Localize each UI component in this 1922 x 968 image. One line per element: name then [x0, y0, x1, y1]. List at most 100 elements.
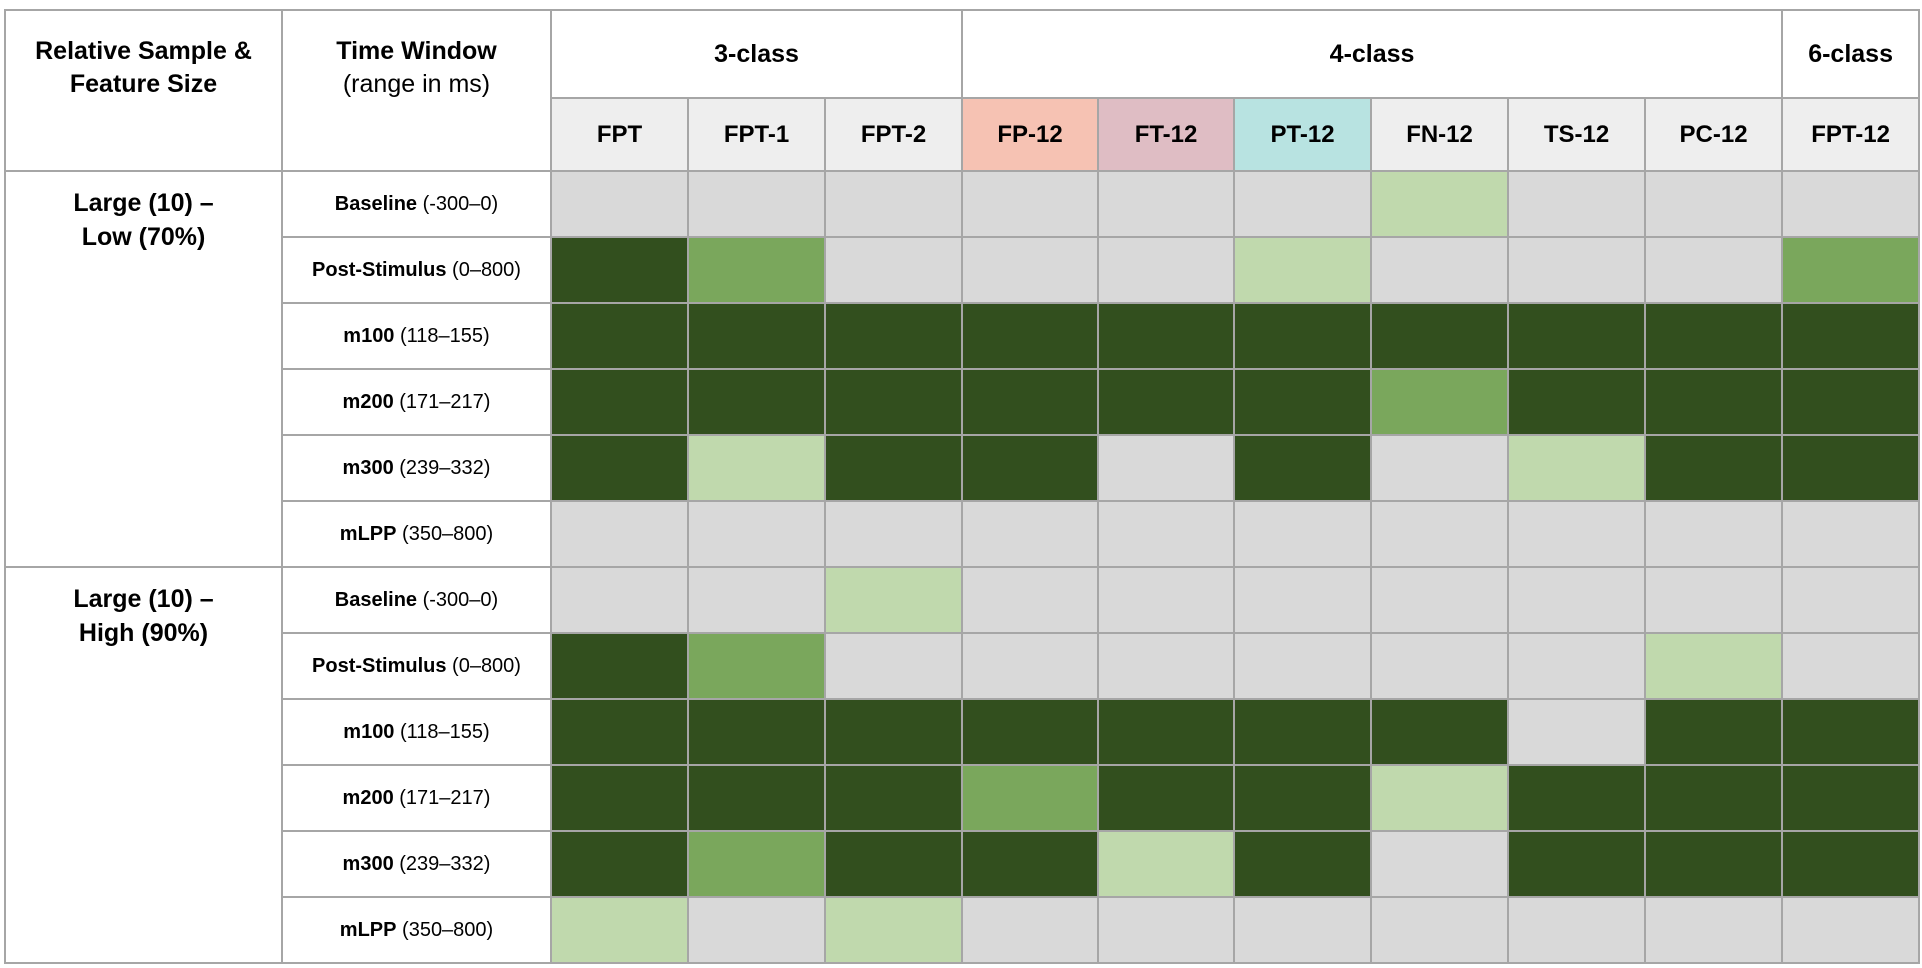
result-cell-fpt-1 [687, 170, 826, 238]
result-cell-fpt [550, 434, 689, 502]
result-cell-fn-12 [1370, 566, 1510, 634]
result-cell-ts-12 [1507, 302, 1647, 370]
result-cell-fpt-12 [1781, 896, 1921, 964]
result-cell-fn-12 [1370, 632, 1510, 700]
time-window-name: m200 [342, 786, 394, 809]
result-cell-fn-12 [1370, 830, 1510, 898]
result-cell-fp-12 [961, 368, 1100, 436]
result-cell-fpt-12 [1781, 236, 1921, 304]
section-label-line-2: Low (70%) [81, 223, 206, 251]
result-cell-fpt [550, 500, 689, 568]
group-header-4-class: 4-class [961, 9, 1784, 99]
result-cell-fpt-2 [823, 566, 964, 634]
result-cell-fpt-12 [1781, 302, 1921, 370]
result-cell-pc-12 [1644, 632, 1784, 700]
time-window-label: m100 (118–155) [281, 698, 552, 766]
result-cell-fp-12 [961, 896, 1100, 964]
result-cell-fp-12 [961, 302, 1100, 370]
result-cell-ts-12 [1507, 632, 1647, 700]
result-cell-fpt-12 [1781, 500, 1921, 568]
result-cell-fpt-12 [1781, 434, 1921, 502]
time-window-range: (239–332) [399, 456, 491, 479]
result-cell-fn-12 [1370, 764, 1510, 832]
result-cell-pc-12 [1644, 302, 1784, 370]
time-window-name: Post-Stimulus [312, 654, 447, 677]
result-cell-fpt-12 [1781, 764, 1921, 832]
time-window-header: Time Window (range in ms) [281, 9, 552, 172]
table-row: mLPP (350–800) [5, 500, 1921, 568]
result-cell-fp-12 [961, 434, 1100, 502]
group-header-3-class: 3-class [549, 9, 964, 99]
group-header-6-class: 6-class [1781, 9, 1921, 99]
column-header-fpt-1: FPT-1 [687, 97, 826, 172]
header-group-row: Relative Sample & Feature Size Time Wind… [4, 9, 1921, 172]
section-label-line-1: Large (10) – [73, 189, 214, 217]
time-window-name: mLPP [339, 918, 397, 941]
time-window-range: (-300–0) [422, 588, 499, 611]
result-cell-fpt-12 [1781, 698, 1921, 766]
table-row: Post-Stimulus (0–800) [5, 632, 1921, 700]
result-cell-fn-12 [1370, 302, 1510, 370]
result-cell-pc-12 [1644, 434, 1784, 502]
result-cell-fpt-2 [823, 236, 964, 304]
result-cell-ft-12 [1097, 698, 1236, 766]
time-window-label: m100 (118–155) [281, 302, 552, 370]
result-cell-fn-12 [1370, 368, 1510, 436]
result-cell-fpt [550, 830, 689, 898]
result-cell-fpt-2 [823, 170, 964, 238]
result-cell-fn-12 [1370, 170, 1510, 238]
result-cell-pt-12 [1233, 896, 1373, 964]
result-cell-fp-12 [961, 236, 1100, 304]
result-cell-fpt-12 [1781, 368, 1921, 436]
result-cell-pc-12 [1644, 368, 1784, 436]
column-header-fpt-2: FPT-2 [823, 97, 964, 172]
result-cell-fpt-1 [687, 632, 826, 700]
result-cell-ft-12 [1097, 170, 1236, 238]
column-header-row: FPT FPT-1 FPT-2 FP-12 FT-12 PT-12 FN-12 TS-12 PC… [5, 97, 1921, 172]
time-window-label: Post-Stimulus (0–800) [281, 236, 552, 304]
result-cell-fn-12 [1370, 236, 1510, 304]
result-cell-fpt-12 [1781, 632, 1921, 700]
column-header-fp-12: FP-12 [961, 97, 1100, 172]
result-cell-fpt-1 [687, 896, 826, 964]
result-cell-ft-12 [1097, 500, 1236, 568]
result-cell-fpt-2 [823, 368, 964, 436]
result-cell-pt-12 [1233, 302, 1373, 370]
section-label-line-1: Large (10) – [73, 585, 214, 613]
result-cell-fpt-12 [1781, 830, 1921, 898]
result-cell-fpt [550, 368, 689, 436]
time-window-name: m300 [342, 852, 394, 875]
result-cell-ts-12 [1507, 170, 1647, 238]
result-cell-fpt-12 [1781, 170, 1921, 238]
time-window-range: (118–155) [400, 720, 490, 743]
corner-line-2: Feature Size [69, 70, 218, 98]
result-cell-ft-12 [1097, 368, 1236, 436]
result-cell-pc-12 [1644, 566, 1784, 634]
result-cell-fpt-1 [687, 764, 826, 832]
column-header-fpt: FPT [550, 97, 689, 172]
result-cell-fpt-1 [687, 830, 826, 898]
column-header-fpt-12: FPT-12 [1781, 97, 1921, 172]
result-cell-pt-12 [1233, 566, 1373, 634]
result-cell-fp-12 [961, 698, 1100, 766]
result-cell-fpt-1 [687, 698, 826, 766]
result-cell-fpt [550, 698, 689, 766]
result-cell-pc-12 [1644, 236, 1784, 304]
result-cell-fp-12 [961, 566, 1100, 634]
result-cell-fpt-1 [687, 236, 826, 304]
result-cell-pt-12 [1233, 764, 1373, 832]
result-cell-fpt-1 [687, 434, 826, 502]
result-cell-ts-12 [1507, 830, 1647, 898]
result-cell-ft-12 [1097, 302, 1236, 370]
column-header-pt-12: PT-12 [1233, 97, 1373, 172]
result-cell-fp-12 [961, 764, 1100, 832]
result-cell-fpt-1 [687, 500, 826, 568]
time-window-label: Baseline (-300–0) [281, 170, 552, 238]
table-body: Large (10) – Low (70%) Baseline (-300–0) Po… [4, 170, 1921, 964]
time-window-range: (171–217) [399, 390, 491, 413]
section-label: Large (10) – High (90%) [4, 566, 283, 964]
result-cell-fp-12 [961, 170, 1100, 238]
table-row: mLPP (350–800) [5, 896, 1921, 964]
table-row: m100 (118–155) [5, 698, 1921, 766]
